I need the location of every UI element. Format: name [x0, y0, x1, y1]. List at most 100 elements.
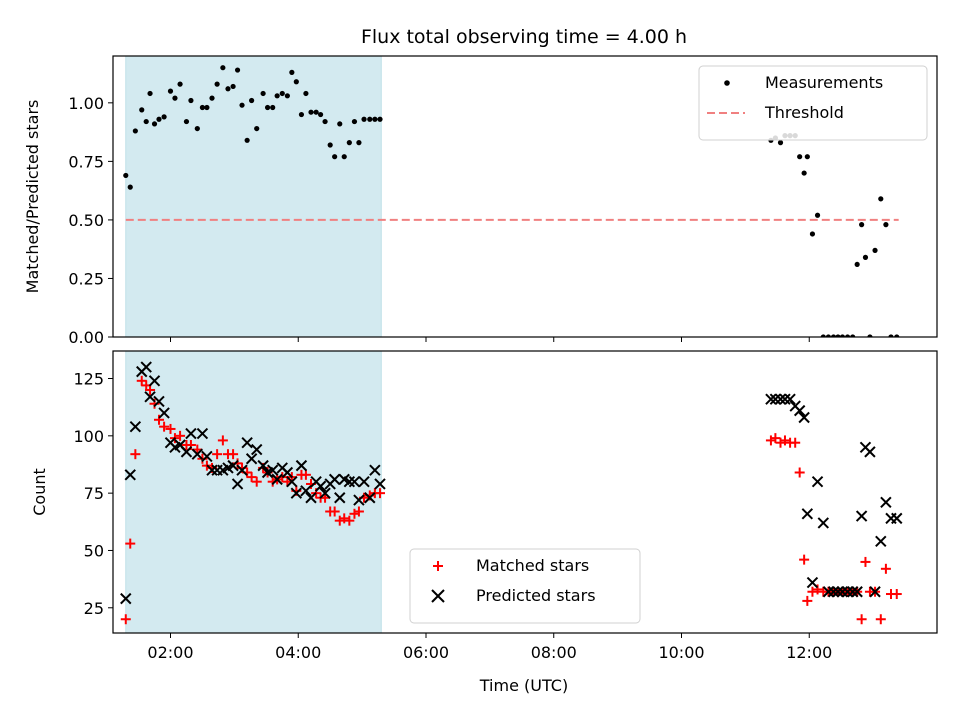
data-point [799, 554, 810, 565]
data-point [806, 576, 819, 589]
data-point [793, 404, 806, 417]
data-point [353, 506, 364, 517]
data-point [270, 104, 276, 111]
data-point [281, 466, 294, 479]
bottom-panel: 25 50 75 100 125 02:00 04:00 06:00 08:00 10:00 12:… [30, 350, 938, 662]
data-point [801, 170, 807, 176]
data-point [120, 614, 131, 625]
y-tick-label: 75 [84, 484, 104, 503]
data-point [274, 93, 280, 99]
data-point [183, 118, 190, 125]
data-point [798, 411, 810, 424]
legend-label: Measurements [765, 73, 883, 92]
data-point [850, 334, 856, 337]
y-tick-label: 1.00 [68, 94, 104, 113]
data-point [349, 508, 360, 519]
data-point [161, 114, 167, 120]
data-point [339, 513, 350, 524]
data-point [337, 121, 343, 127]
data-point [165, 423, 176, 434]
data-point [841, 586, 854, 598]
data-point [151, 121, 158, 127]
y-tick-label: 0.00 [68, 328, 104, 347]
data-point [369, 464, 381, 476]
legend-marker [724, 80, 730, 86]
data-point [358, 475, 370, 488]
data-point [298, 111, 305, 118]
data-point [212, 449, 223, 460]
data-point [855, 510, 868, 522]
data-point [875, 535, 887, 547]
observing-interval-shade [125, 55, 382, 338]
data-point [241, 437, 253, 449]
top-panel: 0.00 0.25 0.50 0.75 1.00 Matched/Predicted st… [23, 55, 938, 347]
data-point [206, 464, 218, 476]
data-point [123, 172, 129, 179]
data-point [244, 137, 250, 143]
data-point [344, 515, 355, 526]
data-point [314, 480, 327, 492]
x-tick-label: 08:00 [531, 643, 577, 662]
axes-frame [112, 350, 938, 634]
data-point [346, 140, 352, 146]
data-point [144, 391, 156, 403]
y-tick-label: 0.25 [68, 269, 104, 288]
data-point [779, 435, 790, 446]
data-point [159, 421, 170, 432]
data-point [775, 437, 786, 448]
plot-area [120, 361, 903, 625]
data-point [228, 449, 239, 460]
y-tick-label: 0.75 [68, 152, 104, 171]
data-point [249, 97, 255, 104]
data-point [334, 515, 345, 526]
data-point [153, 395, 165, 408]
data-point [825, 334, 832, 337]
data-point [188, 97, 194, 104]
y-axis-label: Count [30, 468, 49, 516]
data-point [140, 361, 152, 373]
data-point [204, 104, 210, 111]
axes-frame [112, 55, 938, 338]
data-point [329, 506, 340, 517]
data-point [804, 154, 810, 160]
data-point [266, 464, 279, 476]
data-point [880, 563, 891, 574]
data-point [817, 517, 830, 529]
data-point [832, 586, 844, 598]
data-point [227, 459, 239, 472]
data-point [279, 90, 285, 97]
data-point [271, 473, 283, 486]
data-point [862, 254, 869, 260]
data-point [286, 475, 298, 488]
y-tick-label: 25 [84, 599, 104, 618]
data-point [217, 435, 228, 446]
data-point [194, 125, 200, 132]
x-tick-label: 02:00 [147, 643, 193, 662]
data-point [191, 448, 204, 460]
data-point [790, 437, 801, 448]
data-point [891, 589, 902, 600]
data-point [303, 90, 309, 97]
data-point [300, 469, 311, 480]
data-point [167, 88, 174, 94]
data-point [888, 334, 894, 337]
data-point [132, 128, 138, 134]
data-point [801, 508, 814, 520]
data-point [225, 86, 231, 92]
data-point [372, 116, 378, 122]
data-point [878, 196, 884, 202]
data-point [245, 453, 258, 465]
data-point [811, 475, 824, 488]
x-tick-label: 04:00 [275, 643, 321, 662]
legend-marker [433, 561, 443, 571]
data-point [289, 69, 295, 75]
data-point [264, 104, 271, 111]
data-point [209, 95, 215, 101]
data-point [822, 586, 835, 598]
data-point [260, 90, 266, 97]
data-point [374, 478, 386, 490]
data-point [864, 446, 876, 458]
data-point [290, 487, 303, 499]
data-point [148, 375, 161, 387]
data-point [854, 261, 860, 268]
